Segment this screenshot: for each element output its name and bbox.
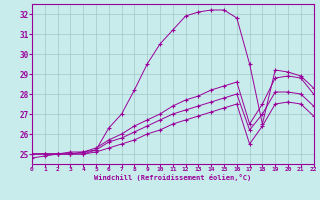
X-axis label: Windchill (Refroidissement éolien,°C): Windchill (Refroidissement éolien,°C): [94, 174, 252, 181]
